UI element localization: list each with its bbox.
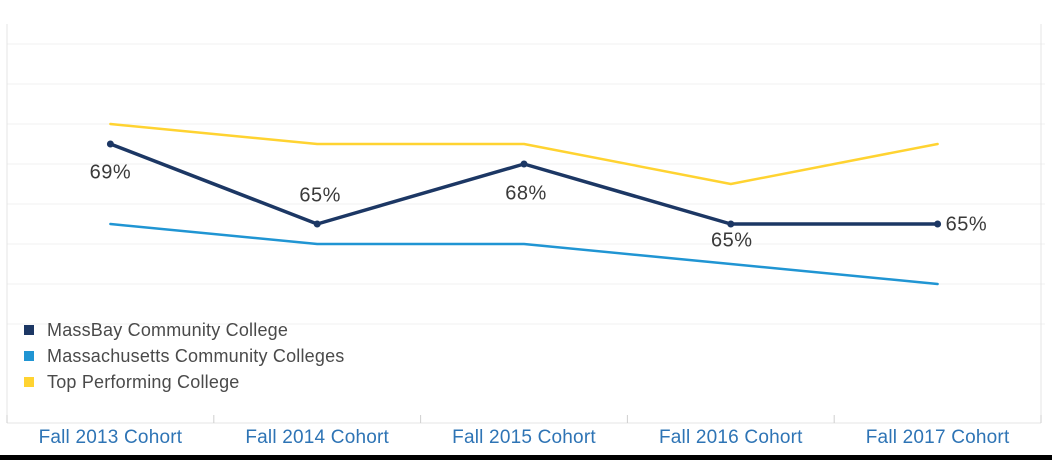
- bottom-border: [0, 455, 1052, 460]
- data-point-marker[interactable]: [520, 160, 528, 168]
- x-axis: Fall 2013 Cohort Fall 2014 Cohort Fall 2…: [7, 427, 1041, 449]
- legend-item-top-performing[interactable]: Top Performing College: [24, 369, 345, 395]
- data-point-marker[interactable]: [106, 140, 114, 148]
- legend-item-label: Massachusetts Community Colleges: [47, 345, 345, 366]
- data-point-marker[interactable]: [313, 220, 321, 228]
- legend-item-mass-community-colleges[interactable]: Massachusetts Community Colleges: [24, 343, 345, 369]
- legend-color-swatch: [24, 325, 34, 335]
- x-axis-label-fall-2013[interactable]: Fall 2013 Cohort: [38, 427, 183, 448]
- x-axis-label-fall-2016[interactable]: Fall 2016 Cohort: [658, 427, 803, 448]
- chart-legend: MassBay Community College Massachusetts …: [24, 317, 345, 395]
- legend-color-swatch: [24, 351, 34, 361]
- legend-color-swatch: [24, 377, 34, 387]
- legend-item-label: MassBay Community College: [47, 319, 289, 340]
- legend-item-label: Top Performing College: [47, 371, 240, 392]
- data-point-marker[interactable]: [934, 220, 942, 228]
- legend-item-massbay[interactable]: MassBay Community College: [24, 317, 345, 343]
- data-point-marker[interactable]: [727, 220, 735, 228]
- series-line-massachusetts-community-colleges[interactable]: [109, 222, 939, 286]
- x-axis-label-fall-2015[interactable]: Fall 2015 Cohort: [452, 427, 596, 448]
- x-axis-label-fall-2017[interactable]: Fall 2017 Cohort: [865, 427, 1010, 448]
- series-line-massbay-community-college[interactable]: [108, 142, 940, 226]
- x-axis-label-fall-2014[interactable]: Fall 2014 Cohort: [245, 427, 390, 448]
- series-line-top-performing-college[interactable]: [109, 122, 939, 186]
